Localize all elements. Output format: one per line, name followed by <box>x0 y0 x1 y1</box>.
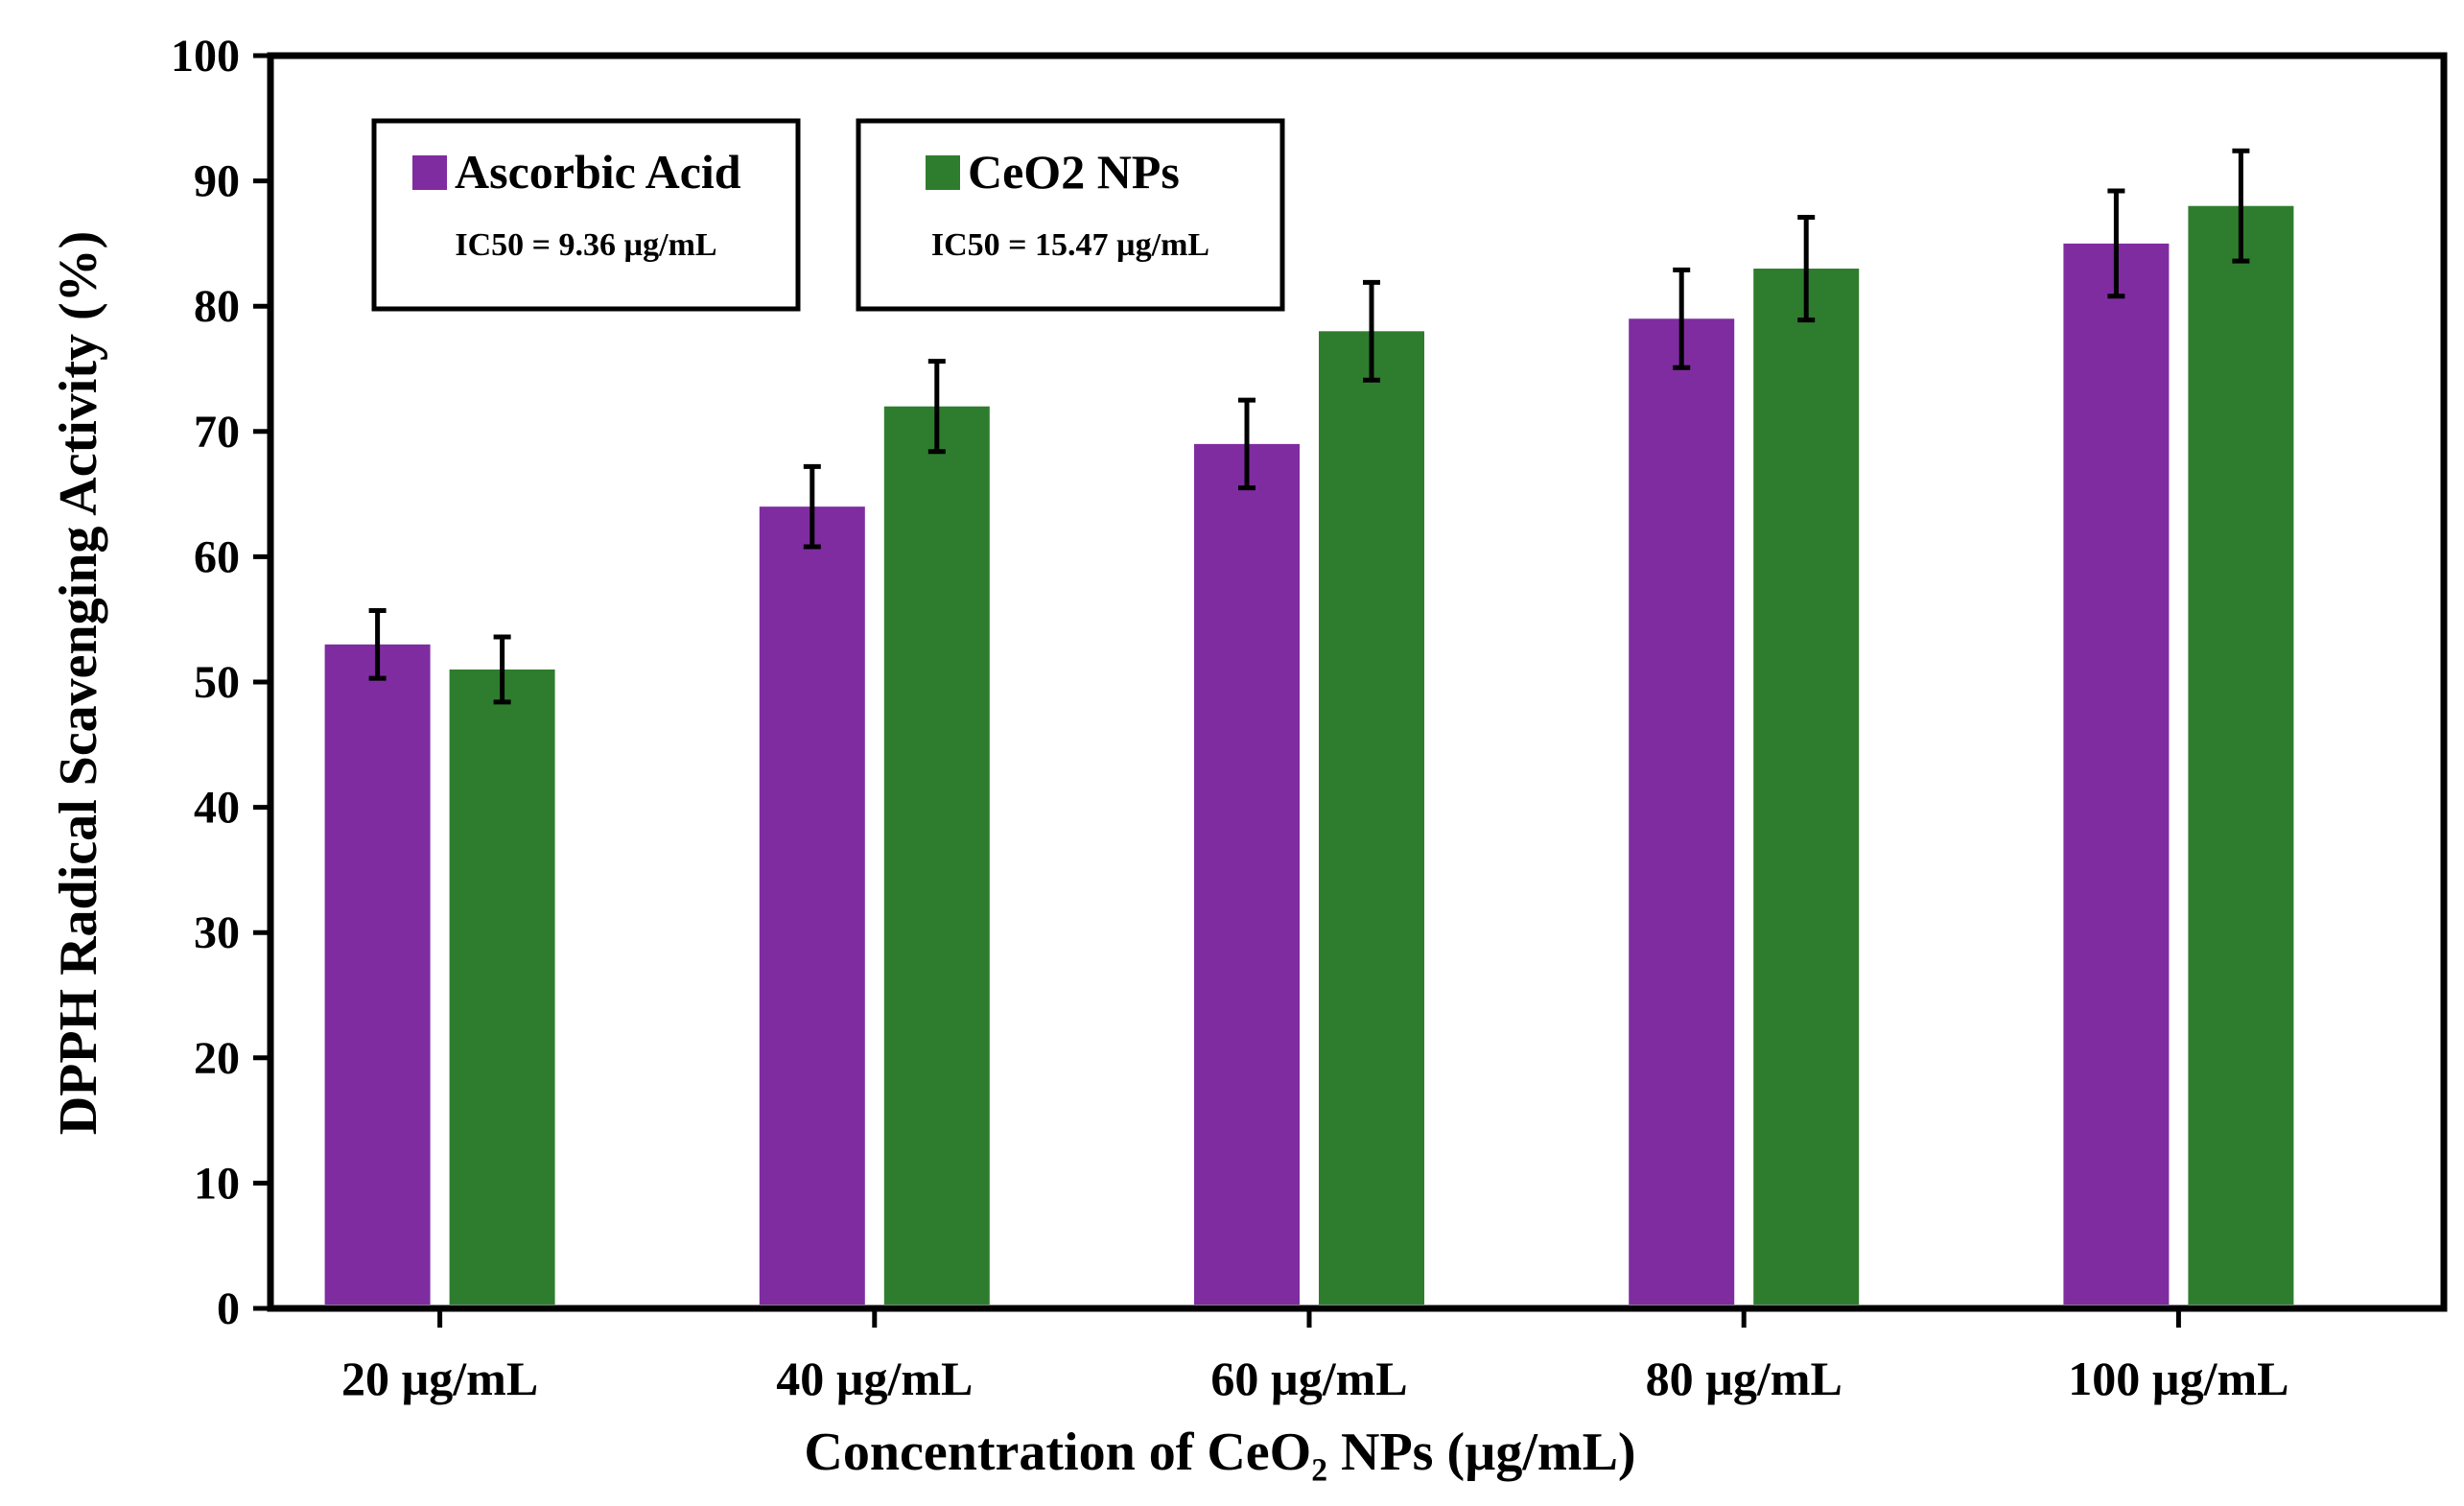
x-tick-label: 40 µg/mL <box>776 1352 973 1405</box>
bar-ascorbic-acid <box>1194 443 1300 1305</box>
legend-swatch <box>926 155 960 190</box>
y-tick-label: 50 <box>194 657 240 708</box>
bars-group <box>324 205 2294 1306</box>
y-tick-label: 30 <box>194 907 240 958</box>
y-tick-label: 60 <box>194 531 240 582</box>
bar-ascorbic-acid <box>324 644 431 1305</box>
bar-ceo2-nps <box>2188 205 2294 1306</box>
bar-ceo2-nps <box>883 406 990 1305</box>
legend-box <box>371 118 801 312</box>
x-tick-label: 60 µg/mL <box>1210 1352 1407 1405</box>
y-tick-label: 10 <box>194 1158 240 1209</box>
legend-label: Ascorbic Acid <box>455 145 741 199</box>
bar-ascorbic-acid <box>1629 318 1735 1305</box>
y-tick-label: 70 <box>194 407 240 458</box>
axes-group: 0 10 20 30 40 50 60 70 80 90 100 20 µg/mL 40 µg/mL 60… <box>171 31 2448 1405</box>
legend-group: Ascorbic Acid IC50 = 9.36 µg/mL CeO2 NPs IC… <box>371 118 1285 312</box>
y-tick-label: 100 <box>171 31 240 82</box>
y-tick-label: 40 <box>194 783 240 834</box>
legend-box <box>856 118 1285 312</box>
bar-ascorbic-acid <box>2063 243 2170 1305</box>
bar-ceo2-nps <box>1319 331 1424 1305</box>
y-tick-label: 90 <box>194 156 240 207</box>
x-axis-title: Concentration of CeO₂ NPs (µg/mL) <box>804 1423 1635 1482</box>
y-tick-label: 80 <box>194 281 240 332</box>
legend-swatch <box>412 155 447 190</box>
y-axis-title: DPPH Radical Scavenging Activity (%) <box>49 231 108 1136</box>
legend-label: CeO2 NPs <box>968 145 1180 199</box>
bar-ascorbic-acid <box>759 506 865 1305</box>
x-tick-label: 20 µg/mL <box>341 1352 538 1405</box>
bar-ceo2-nps <box>1753 269 1860 1305</box>
x-tick-label: 80 µg/mL <box>1646 1352 1842 1405</box>
y-tick-label: 0 <box>217 1283 240 1334</box>
ic50-label: IC50 = 9.36 µg/mL <box>455 227 716 263</box>
ic50-label: IC50 = 15.47 µg/mL <box>931 227 1209 263</box>
bar-ceo2-nps <box>449 669 555 1305</box>
x-tick-label: 100 µg/mL <box>2068 1352 2288 1405</box>
error-bars-group <box>368 148 2250 705</box>
y-tick-label: 20 <box>194 1033 240 1084</box>
